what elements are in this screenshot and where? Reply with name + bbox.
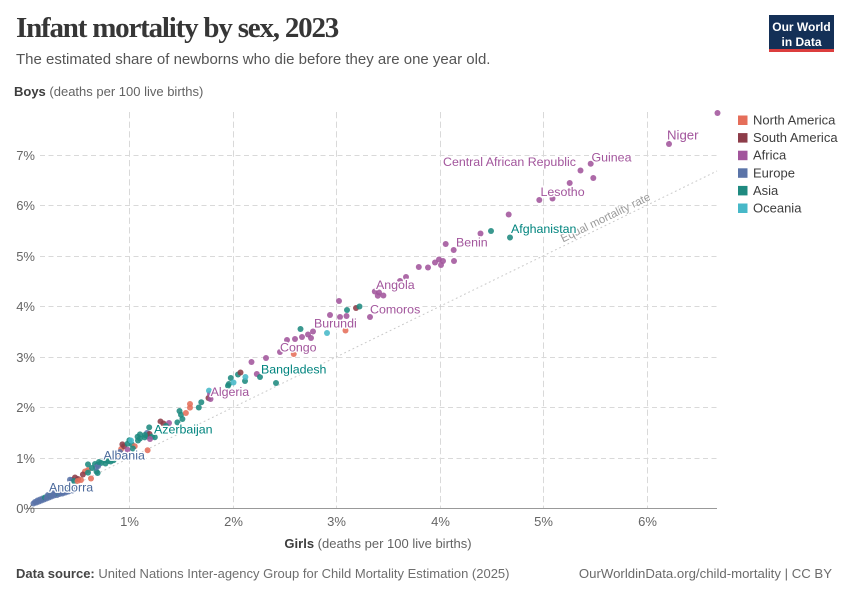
svg-text:Guinea: Guinea <box>592 151 632 165</box>
svg-text:Andorra: Andorra <box>49 481 93 495</box>
svg-text:Bangladesh: Bangladesh <box>261 363 327 377</box>
svg-text:5%: 5% <box>534 514 553 529</box>
svg-text:Central African Republic: Central African Republic <box>443 155 576 169</box>
svg-text:7%: 7% <box>16 148 35 163</box>
svg-text:4%: 4% <box>16 299 35 314</box>
svg-text:3%: 3% <box>16 350 35 365</box>
svg-text:6%: 6% <box>638 514 657 529</box>
svg-text:1%: 1% <box>120 514 139 529</box>
svg-text:3%: 3% <box>327 514 346 529</box>
svg-text:Africa: Africa <box>753 148 787 163</box>
svg-text:Asia: Asia <box>753 183 779 198</box>
svg-text:5%: 5% <box>16 249 35 264</box>
svg-text:North America: North America <box>753 113 836 128</box>
svg-text:Europe: Europe <box>753 165 795 180</box>
svg-text:Equal mortality rate: Equal mortality rate <box>559 191 652 245</box>
svg-text:Benin: Benin <box>456 236 488 250</box>
svg-text:1%: 1% <box>16 451 35 466</box>
svg-text:Oceania: Oceania <box>753 201 802 216</box>
svg-text:Angola: Angola <box>376 278 415 292</box>
svg-text:Comoros: Comoros <box>370 303 420 317</box>
svg-text:4%: 4% <box>431 514 450 529</box>
svg-text:Algeria: Algeria <box>211 385 250 399</box>
svg-text:Azerbaijan: Azerbaijan <box>154 423 213 437</box>
svg-text:Boys (deaths per 100 live birt: Boys (deaths per 100 live births) <box>14 84 203 99</box>
svg-text:2%: 2% <box>224 514 243 529</box>
svg-text:Albania: Albania <box>104 449 145 463</box>
svg-text:Lesotho: Lesotho <box>541 185 585 199</box>
svg-text:South America: South America <box>753 130 838 145</box>
svg-text:Niger: Niger <box>667 128 699 143</box>
svg-text:0%: 0% <box>16 501 35 516</box>
svg-text:Congo: Congo <box>280 341 317 355</box>
svg-text:Burundi: Burundi <box>314 317 357 331</box>
svg-text:Afghanistan: Afghanistan <box>511 222 577 236</box>
svg-text:Girls (deaths per 100 live bir: Girls (deaths per 100 live births) <box>284 536 471 551</box>
svg-text:2%: 2% <box>16 400 35 415</box>
svg-text:6%: 6% <box>16 198 35 213</box>
